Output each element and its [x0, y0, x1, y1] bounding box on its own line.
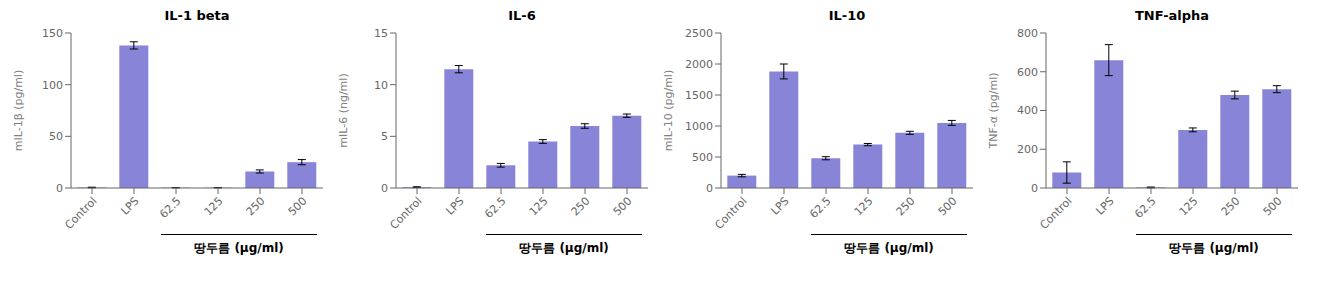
svg-text:600: 600: [1017, 66, 1038, 79]
svg-text:500: 500: [286, 194, 310, 218]
svg-text:5: 5: [381, 130, 388, 143]
html-text:땅두름 (μg/ml): 땅두름 (μg/ml): [1169, 241, 1259, 255]
svg-text:400: 400: [1017, 104, 1038, 117]
svg-text:800: 800: [1017, 27, 1038, 40]
svg-text:LPS: LPS: [118, 194, 141, 217]
svg-text:Control: Control: [712, 194, 749, 230]
svg-text:500: 500: [1261, 194, 1285, 218]
html-text:IL-10: IL-10: [828, 8, 866, 23]
svg-text:0: 0: [706, 182, 713, 195]
svg-text:2000: 2000: [685, 58, 713, 71]
svg-text:15: 15: [374, 27, 388, 40]
svg-text:Control: Control: [1037, 194, 1074, 230]
svg-text:LPS: LPS: [1093, 194, 1116, 217]
svg-text:TNF-α (pg/ml): TNF-α (pg/ml): [987, 72, 1000, 149]
html-text:땅두름 (μg/ml): 땅두름 (μg/ml): [844, 241, 934, 255]
svg-text:62.5: 62.5: [807, 194, 834, 221]
html-text:땅두름 (μg/ml): 땅두름 (μg/ml): [194, 241, 284, 255]
svg-text:1000: 1000: [685, 120, 713, 133]
html-text:TNF-alpha: TNF-alpha: [1134, 8, 1210, 23]
svg-text:150: 150: [42, 27, 63, 40]
svg-text:125: 125: [1177, 194, 1201, 218]
svg-text:62.5: 62.5: [157, 194, 184, 221]
svg-text:LPS: LPS: [443, 194, 466, 217]
svg-text:0: 0: [381, 182, 388, 195]
svg-text:200: 200: [1017, 143, 1038, 156]
html-text:땅두름 (μg/ml): 땅두름 (μg/ml): [519, 241, 609, 255]
svg-text:500: 500: [692, 151, 713, 164]
svg-text:500: 500: [611, 194, 635, 218]
svg-text:50: 50: [49, 130, 63, 143]
svg-text:125: 125: [852, 194, 876, 218]
svg-text:10: 10: [374, 79, 388, 92]
svg-text:250: 250: [1219, 194, 1243, 218]
svg-text:0: 0: [1031, 182, 1038, 195]
html-text:IL-1 beta: IL-1 beta: [164, 8, 230, 23]
svg-text:100: 100: [42, 79, 63, 92]
svg-text:125: 125: [202, 194, 226, 218]
svg-text:1500: 1500: [685, 89, 713, 102]
svg-text:250: 250: [244, 194, 268, 218]
svg-text:250: 250: [894, 194, 918, 218]
svg-text:62.5: 62.5: [482, 194, 509, 221]
svg-text:mIL-1β (pg/ml): mIL-1β (pg/ml): [12, 70, 25, 151]
svg-text:125: 125: [527, 194, 551, 218]
svg-text:LPS: LPS: [768, 194, 791, 217]
svg-text:2500: 2500: [685, 27, 713, 40]
svg-text:mIL-6 (ng/ml): mIL-6 (ng/ml): [337, 73, 350, 147]
svg-text:500: 500: [936, 194, 960, 218]
svg-text:Control: Control: [62, 194, 99, 230]
svg-text:250: 250: [569, 194, 593, 218]
html-text:IL-6: IL-6: [508, 8, 536, 23]
svg-text:Control: Control: [387, 194, 424, 230]
svg-text:mIL-10 (pg/ml): mIL-10 (pg/ml): [662, 70, 675, 151]
svg-text:0: 0: [56, 182, 63, 195]
svg-text:62.5: 62.5: [1132, 194, 1159, 221]
